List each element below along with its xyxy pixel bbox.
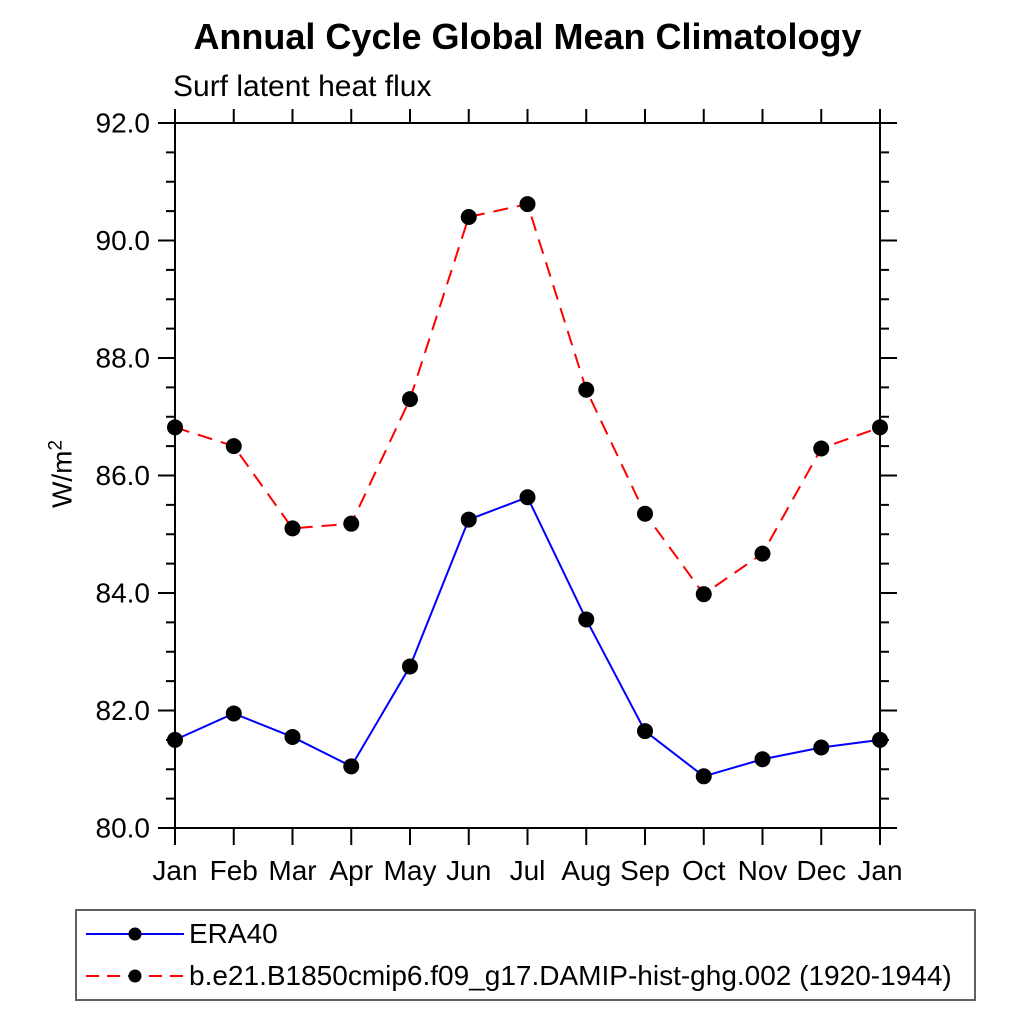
legend: ERA40 b.e21.B1850cmip6.f09_g17.DAMIP-his… — [75, 909, 976, 1001]
data-point-marker-1 — [225, 438, 242, 455]
data-point-marker-0 — [813, 739, 830, 756]
data-point-marker-1 — [872, 419, 888, 436]
data-point-marker-0 — [637, 723, 653, 740]
legend-label-era40: ERA40 — [189, 917, 278, 949]
plot-frame — [174, 122, 881, 829]
data-point-marker-0 — [578, 611, 595, 628]
x-axis-tick-label: Jan — [152, 855, 197, 886]
x-axis-tick-label: Oct — [682, 855, 726, 886]
y-axis-tick-label: 86.0 — [96, 460, 151, 491]
data-point-marker-0 — [284, 728, 301, 745]
data-point-marker-0 — [872, 731, 888, 748]
data-point-marker-1 — [284, 520, 301, 537]
data-point-marker-1 — [167, 419, 183, 436]
data-point-marker-0 — [519, 489, 536, 506]
x-axis-tick-label: Aug — [561, 855, 611, 886]
chart-title: Annual Cycle Global Mean Climatology — [193, 16, 862, 57]
y-axis-tick-label: 82.0 — [96, 695, 151, 726]
data-point-marker-1 — [813, 440, 830, 457]
x-axis-tick-label: Sep — [620, 855, 670, 886]
x-axis-tick-label: Apr — [329, 855, 373, 886]
x-axis-tick-label: Jul — [510, 855, 546, 886]
data-point-marker-1 — [343, 515, 360, 532]
data-point-marker-1 — [519, 196, 536, 213]
solid-line-marker-icon — [86, 927, 184, 941]
x-axis-tick-label: Jun — [446, 855, 491, 886]
x-axis-tick-label: Feb — [210, 855, 258, 886]
data-point-marker-0 — [460, 511, 477, 528]
data-point-marker-1 — [402, 391, 418, 408]
legend-entry-model: b.e21.B1850cmip6.f09_g17.DAMIP-hist-ghg.… — [84, 956, 974, 996]
x-axis-tick-label: May — [384, 855, 437, 886]
y-axis-tick-label: 92.0 — [96, 108, 151, 139]
data-point-marker-0 — [167, 731, 183, 748]
data-point-marker-1 — [460, 209, 477, 225]
x-axis-tick-label: Mar — [268, 855, 316, 886]
legend-entry-era40: ERA40 — [84, 914, 974, 954]
series-line-0 — [174, 495, 881, 778]
data-point-marker-0 — [343, 758, 360, 775]
y-axis-tick-label: 90.0 — [96, 225, 151, 256]
chart-subtitle: Surf latent heat flux — [173, 70, 432, 103]
dashed-line-marker-icon — [86, 969, 184, 983]
data-point-marker-0 — [402, 658, 418, 675]
data-point-marker-0 — [754, 751, 771, 768]
y-axis-tick-label: 80.0 — [96, 813, 151, 844]
data-point-marker-1 — [637, 505, 653, 522]
y-axis-tick-label: 88.0 — [96, 343, 151, 374]
legend-label-model: b.e21.B1850cmip6.f09_g17.DAMIP-hist-ghg.… — [189, 960, 952, 992]
data-point-marker-1 — [695, 586, 712, 603]
series-line-1 — [174, 202, 881, 596]
x-axis-tick-label: Jan — [857, 855, 902, 886]
data-point-marker-1 — [578, 381, 595, 398]
x-axis-tick-label: Nov — [738, 855, 788, 886]
data-point-marker-1 — [754, 545, 771, 562]
y-axis-tick-label: 84.0 — [96, 578, 151, 609]
data-point-marker-0 — [225, 705, 242, 722]
x-axis-tick-label: Dec — [796, 855, 846, 886]
data-point-marker-0 — [695, 768, 712, 785]
